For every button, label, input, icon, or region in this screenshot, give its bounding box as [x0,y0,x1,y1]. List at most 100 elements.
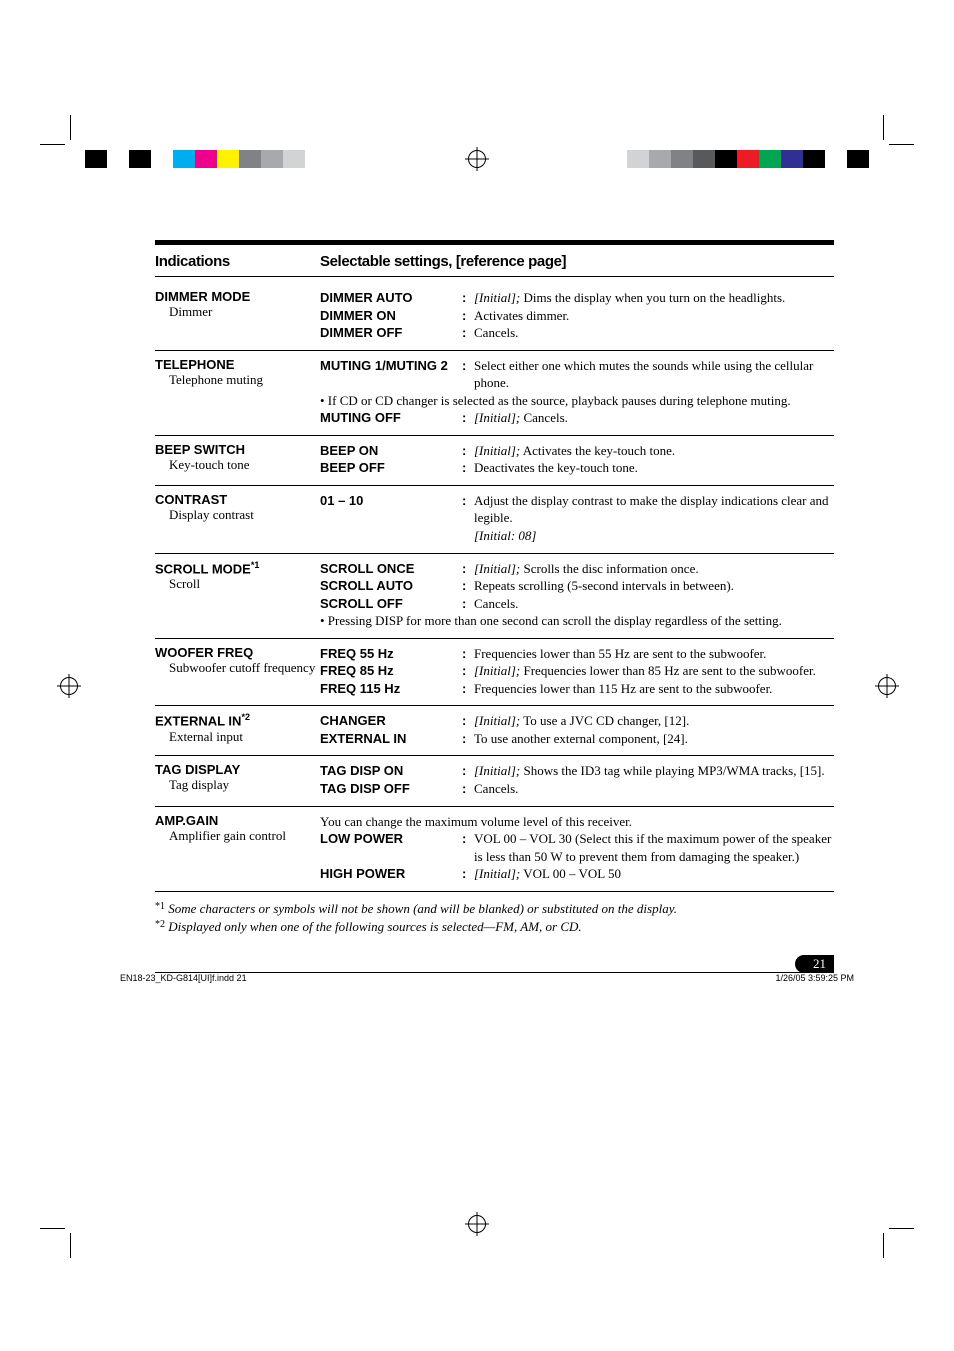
setting-key: SCROLL ONCE [320,560,462,578]
setting-description: Adjust the display contrast to make the … [474,492,834,545]
setting-colon: : [462,357,474,392]
registration-mark-icon [468,1215,486,1233]
setting-key: TAG DISP OFF [320,780,462,798]
page-number-container: 21 [155,955,834,973]
color-swatch [129,150,151,168]
color-swatch [239,150,261,168]
indication-subtitle: Display contrast [155,507,320,523]
indication-title: CONTRAST [155,492,320,507]
indication-subtitle: Amplifier gain control [155,828,320,844]
setting-line: FREQ 115 Hz:Frequencies lower than 115 H… [320,680,834,698]
setting-line: FREQ 85 Hz:[Initial]; Frequencies lower … [320,662,834,680]
table-row: WOOFER FREQSubwoofer cutoff frequencyFRE… [155,639,834,707]
indication-title: AMP.GAIN [155,813,320,828]
indication-subtitle: Dimmer [155,304,320,320]
setting-description: Cancels. [474,324,834,342]
indication-cell: TELEPHONETelephone muting [155,357,320,427]
indication-title: EXTERNAL IN*2 [155,712,320,728]
setting-line: DIMMER OFF:Cancels. [320,324,834,342]
footnote-2: *2 Displayed only when one of the follow… [155,918,834,936]
indication-title: BEEP SWITCH [155,442,320,457]
setting-key: TAG DISP ON [320,762,462,780]
setting-colon: : [462,492,474,545]
indication-cell: DIMMER MODEDimmer [155,289,320,342]
table-row: CONTRASTDisplay contrast01 – 10:Adjust t… [155,486,834,554]
setting-colon: : [462,459,474,477]
setting-line: TAG DISP OFF:Cancels. [320,780,834,798]
footer-left: EN18-23_KD-G814[UI]f.indd 21 [120,973,247,983]
indication-title: TELEPHONE [155,357,320,372]
setting-line: MUTING 1/MUTING 2:Select either one whic… [320,357,834,392]
color-swatch [605,150,627,168]
table-row: SCROLL MODE*1ScrollSCROLL ONCE:[Initial]… [155,554,834,639]
color-swatch [85,150,107,168]
top-rule [155,240,834,245]
color-swatch [107,150,129,168]
indication-subtitle: External input [155,729,320,745]
settings-cell: MUTING 1/MUTING 2:Select either one whic… [320,357,834,427]
settings-cell: CHANGER:[Initial]; To use a JVC CD chang… [320,712,834,747]
crop-mark [889,1228,914,1229]
settings-table: DIMMER MODEDimmerDIMMER AUTO:[Initial]; … [155,283,834,892]
color-bar-left [85,150,327,168]
crop-mark [889,144,914,145]
setting-line: MUTING OFF:[Initial]; Cancels. [320,409,834,427]
color-swatch [173,150,195,168]
color-swatch [305,150,327,168]
indication-cell: WOOFER FREQSubwoofer cutoff frequency [155,645,320,698]
footer-right: 1/26/05 3:59:25 PM [775,973,854,983]
settings-cell: TAG DISP ON:[Initial]; Shows the ID3 tag… [320,762,834,797]
setting-description: [Initial]; Scrolls the disc information … [474,560,834,578]
setting-colon: : [462,289,474,307]
indication-cell: AMP.GAINAmplifier gain control [155,813,320,883]
indication-cell: SCROLL MODE*1Scroll [155,560,320,630]
color-swatch [781,150,803,168]
settings-cell: You can change the maximum volume level … [320,813,834,883]
footnote-text: Some characters or symbols will not be s… [168,901,677,916]
setting-line: FREQ 55 Hz:Frequencies lower than 55 Hz … [320,645,834,663]
setting-description: [Initial]; Cancels. [474,409,834,427]
indication-title: WOOFER FREQ [155,645,320,660]
indication-cell: CONTRASTDisplay contrast [155,492,320,545]
setting-description: Frequencies lower than 55 Hz are sent to… [474,645,834,663]
setting-description: [Initial]; To use a JVC CD changer, [12]… [474,712,834,730]
settings-cell: SCROLL ONCE:[Initial]; Scrolls the disc … [320,560,834,630]
crop-mark [883,1233,884,1258]
setting-line: DIMMER AUTO:[Initial]; Dims the display … [320,289,834,307]
settings-cell: DIMMER AUTO:[Initial]; Dims the display … [320,289,834,342]
setting-key: BEEP OFF [320,459,462,477]
setting-key: DIMMER ON [320,307,462,325]
footer-meta: EN18-23_KD-G814[UI]f.indd 21 1/26/05 3:5… [120,973,854,983]
setting-description: To use another external component, [24]. [474,730,834,748]
superscript: *2 [241,712,250,722]
color-swatch [693,150,715,168]
setting-note: • If CD or CD changer is selected as the… [320,392,834,410]
table-row: TAG DISPLAYTag displayTAG DISP ON:[Initi… [155,756,834,806]
color-swatch [737,150,759,168]
crop-mark [70,115,71,140]
page-number: 21 [795,955,834,973]
setting-line: BEEP OFF:Deactivates the key-touch tone. [320,459,834,477]
setting-colon: : [462,712,474,730]
setting-key: EXTERNAL IN [320,730,462,748]
setting-colon: : [462,307,474,325]
color-swatch [195,150,217,168]
setting-line: TAG DISP ON:[Initial]; Shows the ID3 tag… [320,762,834,780]
crop-mark [40,144,65,145]
setting-line: HIGH POWER:[Initial]; VOL 00 – VOL 50 [320,865,834,883]
color-bar-right [605,150,869,168]
footnote-marker: *1 [155,901,165,912]
registration-mark-icon [878,677,896,695]
setting-colon: : [462,324,474,342]
setting-colon: : [462,645,474,663]
setting-note: • Pressing DISP for more than one second… [320,612,834,630]
footnote-text: Displayed only when one of the following… [168,919,581,934]
indication-subtitle: Telephone muting [155,372,320,388]
color-swatch [261,150,283,168]
setting-colon: : [462,762,474,780]
setting-description: Cancels. [474,595,834,613]
table-header: Indications Selectable settings, [refere… [155,253,834,277]
setting-description: [Initial]; Frequencies lower than 85 Hz … [474,662,834,680]
indication-title: SCROLL MODE*1 [155,560,320,576]
setting-colon: : [462,865,474,883]
